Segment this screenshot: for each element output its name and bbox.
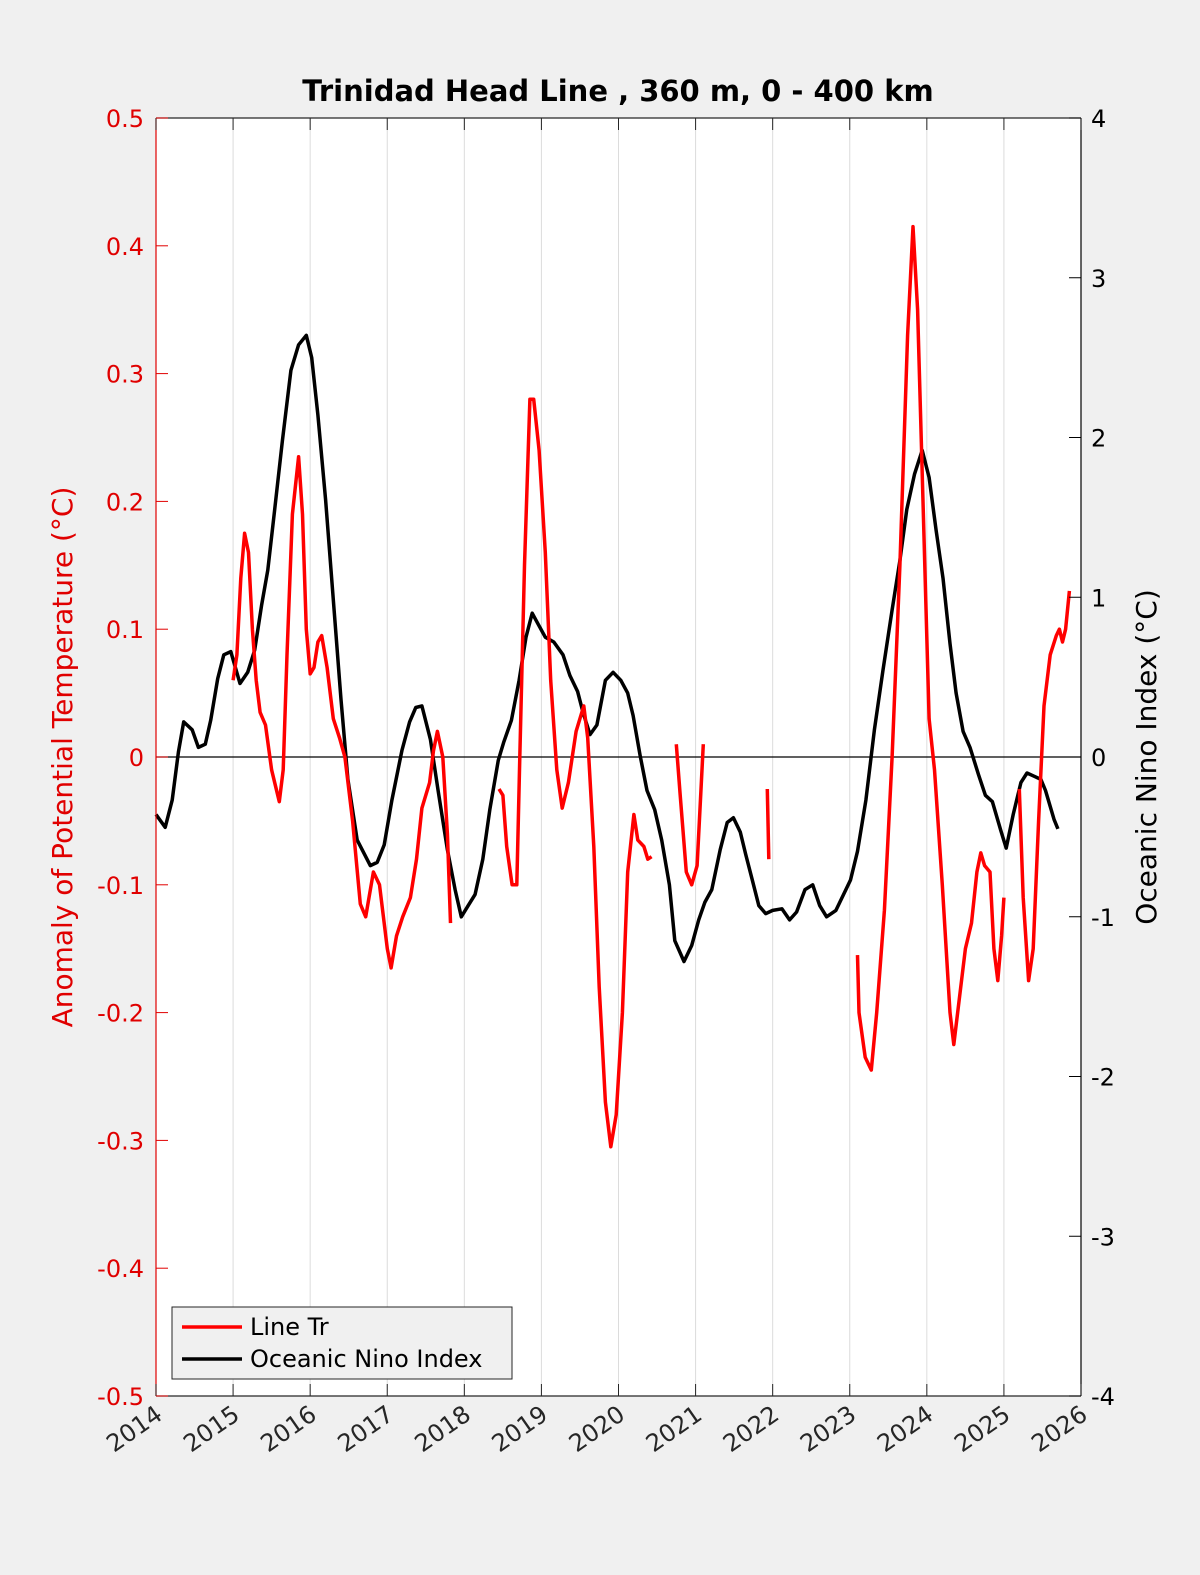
x-tick-label: 2024	[872, 1400, 938, 1458]
left-y-tick-label: -0.5	[97, 1383, 144, 1411]
right-y-tick-label: 2	[1091, 425, 1106, 453]
left-y-tick-label: -0.3	[97, 1127, 144, 1155]
left-y-tick-label: 0.1	[106, 616, 144, 644]
right-y-tick-label: -1	[1091, 904, 1115, 932]
left-y-tick-label: -0.1	[97, 872, 144, 900]
legend-label-line-tr: Line Tr	[250, 1313, 329, 1341]
x-tick-label: 2017	[333, 1400, 399, 1458]
legend[interactable]: Line Tr Oceanic Nino Index	[171, 1306, 513, 1380]
x-tick-label: 2023	[795, 1400, 861, 1458]
series-layer	[154, 224, 1072, 1149]
right-y-tick-label: 1	[1091, 584, 1106, 612]
series-line-line-tr-segment	[1017, 590, 1072, 983]
right-y-tick-label: -2	[1091, 1064, 1115, 1092]
left-y-tick-label: 0.5	[106, 105, 144, 133]
left-y-tick-label: 0.2	[106, 488, 144, 516]
right-y-tick-label: -3	[1091, 1223, 1115, 1251]
x-tick-label: 2018	[410, 1400, 476, 1458]
legend-box	[171, 1306, 513, 1380]
right-y-tick-label: 0	[1091, 744, 1106, 772]
x-tick-label: 2025	[949, 1400, 1015, 1458]
x-tick-label: 2026	[1026, 1400, 1092, 1458]
right-y-tick-label: -4	[1091, 1383, 1115, 1411]
chart-title: Trinidad Head Line , 360 m, 0 - 400 km	[302, 74, 933, 108]
left-y-tick-label: -0.2	[97, 1000, 144, 1028]
x-tick-label: 2022	[718, 1400, 784, 1458]
left-y-tick-label: 0.3	[106, 361, 144, 389]
left-y-tick-label: -0.4	[97, 1255, 144, 1283]
x-tick-label: 2015	[178, 1400, 244, 1458]
x-tick-label: 2020	[564, 1400, 630, 1458]
legend-label-oni: Oceanic Nino Index	[250, 1345, 482, 1373]
left-axis-label: Anomaly of Potential Temperature (°C)	[46, 487, 79, 1028]
series-line-line-tr-segment	[674, 744, 706, 887]
right-y-tick-label: 3	[1091, 265, 1106, 293]
x-tick-label: 2016	[256, 1400, 322, 1458]
right-y-tick-label: 4	[1091, 105, 1106, 133]
left-y-tick-label: 0.4	[106, 233, 144, 261]
series-line-oceanic-nino-index	[154, 333, 1060, 964]
x-tick-label: 2019	[487, 1400, 553, 1458]
x-tick-label: 2021	[641, 1400, 707, 1458]
series-line-line-tr-segment	[855, 224, 1006, 1072]
axis-ticks	[155, 117, 1082, 1397]
series-line-line-tr-segment	[497, 397, 653, 1149]
series-line-line-tr-segment	[765, 788, 771, 860]
series-line-line-tr-segment	[231, 454, 453, 970]
left-y-tick-label: 0	[129, 744, 144, 772]
right-axis-label: Oceanic Nino Index (°C)	[1130, 589, 1163, 925]
